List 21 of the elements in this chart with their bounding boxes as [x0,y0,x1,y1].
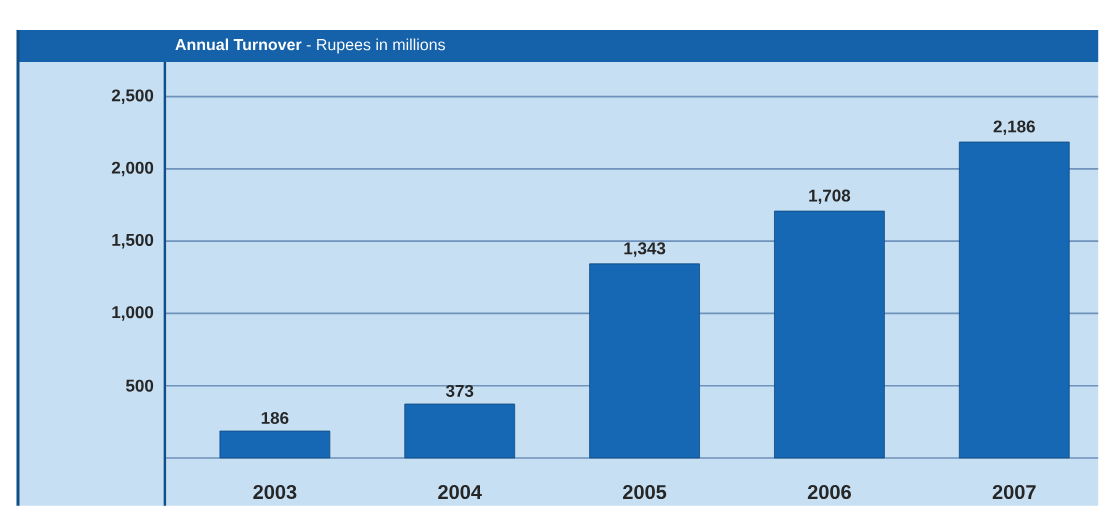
chart-title: Annual Turnover - Rupees in millions [175,38,446,54]
data-label: 1,708 [809,189,851,204]
x-tick-label: 2006 [807,484,851,500]
data-label: 1,343 [624,242,666,257]
bar [219,430,331,459]
x-tick-label: 2005 [623,484,667,500]
data-label: 373 [445,384,474,397]
bar [404,403,516,459]
data-label: 2,186 [993,120,1035,135]
y-tick-label: 2,000 [111,161,154,177]
x-tick-label: 2003 [253,484,297,500]
y-tick-label: 2,500 [111,89,154,104]
y-tick-label: 1,500 [112,233,154,249]
data-label: 186 [261,411,289,424]
y-tick-label: 500 [126,379,154,392]
bar [958,141,1070,459]
y-tick-label: 1,000 [112,306,154,321]
x-tick-label: 2007 [992,484,1036,500]
x-tick-label: 2004 [438,484,482,500]
bar [774,210,885,459]
bar [589,263,700,459]
